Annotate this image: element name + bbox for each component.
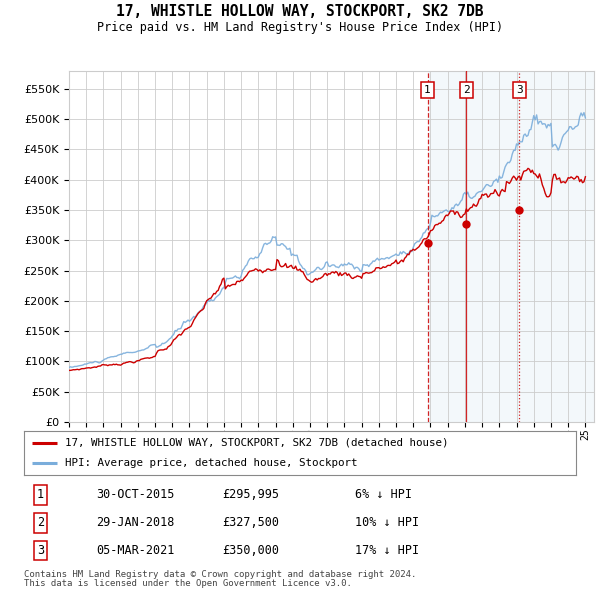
Text: 2: 2 — [463, 85, 470, 95]
Bar — [466, 71, 520, 422]
Text: 17, WHISTLE HOLLOW WAY, STOCKPORT, SK2 7DB (detached house): 17, WHISTLE HOLLOW WAY, STOCKPORT, SK2 7… — [65, 438, 449, 448]
Text: £350,000: £350,000 — [223, 544, 280, 557]
Text: Price paid vs. HM Land Registry's House Price Index (HPI): Price paid vs. HM Land Registry's House … — [97, 21, 503, 34]
Text: 3: 3 — [516, 85, 523, 95]
Text: 05-MAR-2021: 05-MAR-2021 — [96, 544, 174, 557]
Text: 29-JAN-2018: 29-JAN-2018 — [96, 516, 174, 529]
Text: 10% ↓ HPI: 10% ↓ HPI — [355, 516, 419, 529]
Text: Contains HM Land Registry data © Crown copyright and database right 2024.: Contains HM Land Registry data © Crown c… — [24, 570, 416, 579]
Text: HPI: Average price, detached house, Stockport: HPI: Average price, detached house, Stoc… — [65, 458, 358, 468]
Text: 3: 3 — [37, 544, 44, 557]
Text: 30-OCT-2015: 30-OCT-2015 — [96, 489, 174, 502]
Text: 17, WHISTLE HOLLOW WAY, STOCKPORT, SK2 7DB: 17, WHISTLE HOLLOW WAY, STOCKPORT, SK2 7… — [116, 4, 484, 19]
Text: 17% ↓ HPI: 17% ↓ HPI — [355, 544, 419, 557]
Text: 1: 1 — [424, 85, 431, 95]
Text: 1: 1 — [37, 489, 44, 502]
Text: This data is licensed under the Open Government Licence v3.0.: This data is licensed under the Open Gov… — [24, 579, 352, 588]
Bar — [520, 71, 594, 422]
Bar — [428, 71, 466, 422]
Text: 6% ↓ HPI: 6% ↓ HPI — [355, 489, 412, 502]
Text: £295,995: £295,995 — [223, 489, 280, 502]
Text: 2: 2 — [37, 516, 44, 529]
Text: £327,500: £327,500 — [223, 516, 280, 529]
